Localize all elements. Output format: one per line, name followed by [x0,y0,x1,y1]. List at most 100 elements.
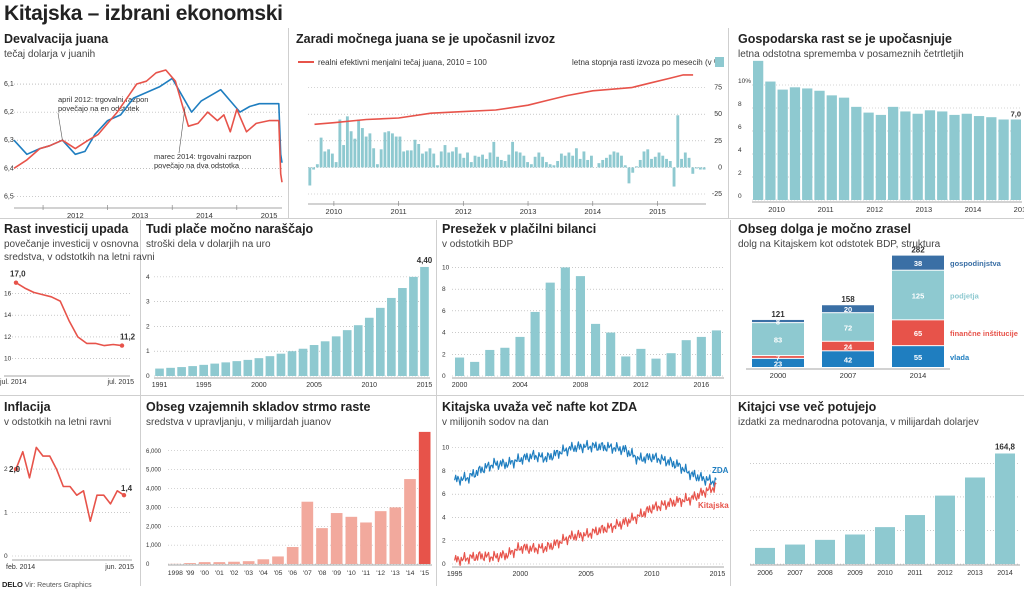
x-tick-label: 2011 [907,570,922,577]
x-tick-label: jul. 2015 [107,379,135,386]
x-tick-label: 1991 [152,382,168,389]
x-tick-label: 2010 [644,571,660,578]
export-bar [503,161,507,168]
y-tick-label: 16 [4,291,12,298]
export-bar [327,149,331,168]
y-tick-label: 2 [442,351,446,358]
stack-segment [822,313,874,341]
y-tick-label: 10 [442,264,450,271]
segment-label: 55 [914,353,922,362]
growth-bar [924,110,936,200]
x-tick-label: '08 [318,570,327,577]
export-bar [353,138,357,168]
export-bar [529,164,533,168]
x-tick-label: 2006 [757,570,773,577]
wage-bar [387,297,396,376]
y-tick-label: 6 [442,308,446,315]
x-tick-label: 2015 [649,207,666,216]
x-tick-label: 2013 [520,207,537,216]
export-bar [466,152,469,168]
segment-label: 7 [776,353,780,362]
fund-bar [316,528,328,564]
x-tick-label: 2013 [915,205,932,214]
surplus-bar [651,358,661,376]
export-bar [334,162,338,168]
x-tick-label: jun. 2015 [104,564,134,571]
export-bar [586,159,590,168]
growth-bar [875,114,886,200]
fund-bar [404,479,416,564]
investment-line-chart: 16 14 12 10 17,0 11,2 jul. 2014 jul. 2015 [0,270,136,386]
wage-bar [364,317,374,376]
export-bar [653,156,657,168]
export-bar [574,148,578,168]
wage-bar [331,336,341,376]
wage-bar [210,363,220,376]
travel-bar [815,539,835,564]
export-bar [676,115,680,168]
stack-segment [822,351,874,367]
growth-bar-chart: 10% 8 6 4 2 0 7,0 2010 2011 2012 2013 2014 2015 [738,60,1024,214]
y-tick-label: 0 [738,193,742,200]
growth-bar [838,97,850,200]
panel-title: Obseg dolga je močno zrasel [738,222,911,236]
panel-title: Gospodarska rast se je upočasnjuje [738,32,952,46]
export-bar [578,158,582,168]
panel-subtitle: stroški dela v dolarjih na uro [146,239,271,250]
y-tick-label: 0 [718,164,722,171]
panel-debt: Obseg dolga je močno zrasel dolg na Kita… [738,222,1024,392]
x-tick-label: '01 [215,570,224,577]
row-divider [0,395,1024,396]
x-tick-label: 2015 [710,571,726,578]
panel-subtitle: v odstotkih BDP [442,239,514,250]
y-tick-label: 0 [442,373,446,380]
export-bar [349,131,353,168]
row-divider [0,218,1024,219]
export-bar [481,154,484,168]
x-tick-label: 2012 [866,205,883,214]
export-bar [514,151,518,168]
x-tick-label: 2014 [584,207,601,216]
export-bar [567,152,571,168]
export-bar [698,167,702,170]
panel-title: Tudi plače močno naraščajo [146,222,314,236]
export-bar [439,151,443,168]
export-bar [387,131,391,168]
y-tick-label: 6,4 [4,165,14,172]
segment-label: 72 [844,323,852,332]
fund-bar [360,522,372,564]
growth-bar [789,87,801,200]
subtitle-line: sredstva, v odstotkih na letni ravni [4,252,155,263]
segment-label: 24 [844,343,853,352]
panel-oil: Kitajska uvaža več nafte kot ZDA v milij… [442,400,729,580]
data-point [119,343,125,348]
export-bar [338,119,342,168]
y-tick-label: 2 [146,323,150,330]
y-tick-label: 2,000 [146,524,162,530]
y-tick-label: 10 [442,445,450,452]
export-bar [601,159,605,168]
export-bar [650,158,653,168]
growth-bar [802,88,813,200]
export-bar [451,151,454,168]
segment-label: 8 [776,318,780,327]
x-tick-label: '15 [420,570,429,577]
inflation-line-chart: 2 1 0 2,0 1,4 feb. 2014 jun. 2015 [4,446,134,571]
x-tick-label: '14 [406,570,415,577]
value-label: 2,0 [9,465,21,474]
value-label: 4,40 [417,256,433,265]
panel-title: Inflacija [4,400,51,414]
subtitle-line: povečanje investicij v osnovna [4,239,139,250]
footer: DELO Vir: Reuters Graphics [2,580,92,589]
annotation: povečajo na dva odstotka [154,161,240,170]
export-bar [447,152,451,168]
stack-segment [892,320,944,346]
export-bar [612,151,616,168]
x-tick-label: '11 [362,570,371,577]
export-bar [312,167,316,170]
export-bar [631,167,635,173]
export-bar [582,151,586,168]
legend-bar-swatch [715,57,724,67]
export-bar [608,154,612,168]
